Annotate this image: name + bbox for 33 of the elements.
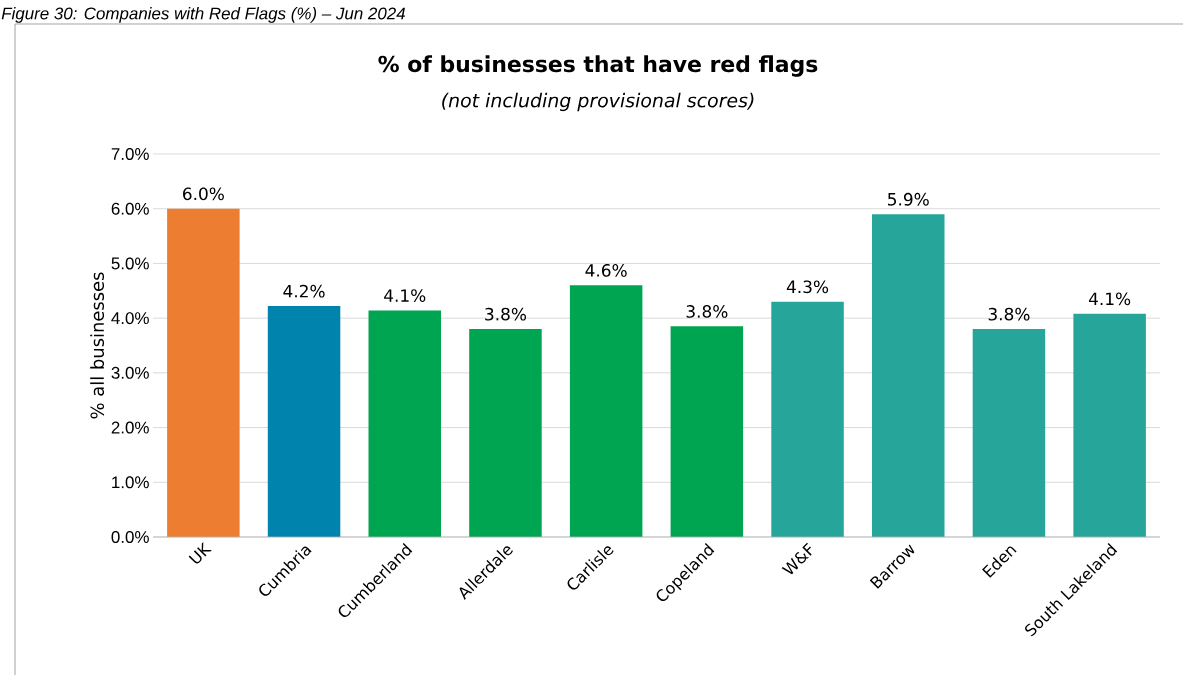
- y-tick-label: 2.0%: [111, 421, 149, 434]
- caption: Figure 30: Companies with Red Flags (%) – Jun 2024: [1, 7, 405, 23]
- data-label: 4.2%: [283, 284, 325, 298]
- data-label: 3.8%: [686, 305, 728, 318]
- data-label: 4.3%: [786, 280, 829, 294]
- data-label: 4.1%: [1088, 292, 1131, 306]
- y-tick-label: 5.0%: [111, 257, 149, 270]
- data-label: 4.1%: [384, 289, 426, 302]
- bar: [267, 306, 341, 537]
- bar: [771, 301, 844, 537]
- bar: [670, 326, 744, 537]
- bar: [871, 214, 945, 537]
- bar: [469, 329, 542, 537]
- bar: [167, 208, 240, 537]
- data-label: 6.0%: [183, 187, 224, 201]
- data-label: 5.9%: [888, 192, 929, 206]
- data-label: 3.8%: [485, 307, 527, 321]
- data-label: 4.6%: [585, 263, 627, 277]
- chart-subtitle: (not including provisional scores): [442, 92, 754, 112]
- bar: [569, 285, 643, 537]
- y-axis-title: % all businesses: [90, 272, 105, 419]
- bar: [368, 310, 441, 537]
- y-tick-label: 4.0%: [111, 312, 149, 325]
- y-tick-label: 1.0%: [112, 476, 149, 489]
- chart-title: % of businesses that have red flags: [378, 55, 818, 77]
- x-tick-label: UK: [188, 542, 212, 564]
- y-tick-label: 7.0%: [111, 148, 149, 160]
- y-tick-label: 0.0%: [111, 531, 149, 543]
- data-label: 3.8%: [988, 307, 1030, 321]
- bar: [972, 329, 1046, 537]
- y-tick-label: 3.0%: [111, 366, 149, 379]
- bar: [1073, 313, 1146, 537]
- y-tick-label: 6.0%: [111, 202, 149, 215]
